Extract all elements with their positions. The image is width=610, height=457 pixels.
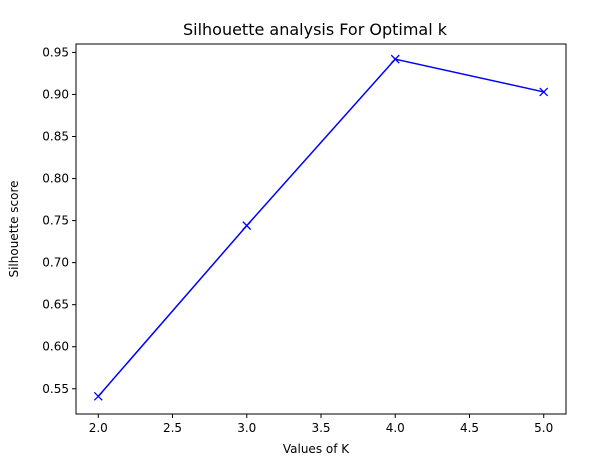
x-tick-label: 2.5 xyxy=(163,421,182,435)
y-tick-label: 0.75 xyxy=(42,214,69,228)
y-tick-label: 0.70 xyxy=(42,256,69,270)
x-axis-label: Values of K xyxy=(283,442,350,456)
plot-area xyxy=(75,43,567,415)
x-tick-label: 4.0 xyxy=(386,421,405,435)
y-tick-label: 0.80 xyxy=(42,172,69,186)
data-point xyxy=(242,221,252,231)
data-point xyxy=(93,391,103,401)
series-line xyxy=(97,58,544,397)
data-point xyxy=(390,54,400,64)
x-axis-ticks: 2.0 2.5 3.0 3.5 4.0 4.5 5.0 xyxy=(89,414,553,435)
x-tick-label: 5.0 xyxy=(534,421,553,435)
series-layer xyxy=(93,54,549,401)
y-tick-label: 0.95 xyxy=(42,45,69,59)
chart-title: Silhouette analysis For Optimal k xyxy=(183,20,448,39)
x-tick-label: 2.0 xyxy=(89,421,108,435)
y-axis-label: Silhouette score xyxy=(7,180,21,277)
x-tick-label: 3.0 xyxy=(237,421,256,435)
x-tick-label: 3.5 xyxy=(311,421,330,435)
data-point xyxy=(539,87,549,97)
y-tick-label: 0.90 xyxy=(42,87,69,101)
y-tick-label: 0.65 xyxy=(42,298,69,312)
y-tick-label: 0.60 xyxy=(42,340,69,354)
y-axis-ticks: 0.55 0.60 0.65 0.70 0.75 0.80 0.85 0.90 0.95 xyxy=(42,45,76,396)
y-tick-label: 0.85 xyxy=(42,130,69,144)
x-tick-label: 4.5 xyxy=(460,421,479,435)
y-tick-label: 0.55 xyxy=(42,382,69,396)
